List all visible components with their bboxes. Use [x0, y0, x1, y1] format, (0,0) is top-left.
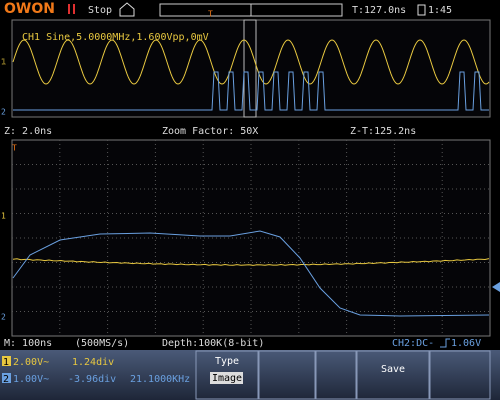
run-icon: [73, 4, 75, 14]
ch1-position: 1.24div: [72, 357, 114, 368]
ch1-scale: 2.00V~: [13, 357, 49, 368]
run-icon: [68, 4, 70, 14]
menu-item-empty[interactable]: [315, 350, 357, 400]
trigger-level-marker: [492, 282, 500, 292]
timebase: M: 100ns: [4, 338, 52, 349]
ch1-badge: [2, 356, 11, 366]
ch2-frequency: 21.1000KHz: [130, 374, 190, 385]
lock-icon: [417, 4, 426, 16]
ch2-marker: 2: [1, 108, 6, 117]
ch2-badge: [2, 373, 11, 383]
ch1-marker: 1: [1, 212, 6, 221]
ch2-zoom-wave: [13, 71, 489, 111]
type-value: Image: [212, 373, 242, 384]
run-state: Stop: [88, 5, 112, 16]
ch1-marker: 1: [1, 58, 6, 67]
menu-bar: [0, 350, 500, 400]
trigger-time: T:127.0ns: [352, 5, 406, 16]
ch1-id: 1: [3, 357, 9, 368]
depth: Depth:100K(8-bit): [162, 338, 264, 349]
zoom-offset: Z-T:125.2ns: [350, 126, 416, 137]
edge-icon: [440, 338, 450, 348]
menu-item-empty[interactable]: [429, 350, 491, 400]
menu-item-save[interactable]: [356, 350, 430, 400]
trigger-source: CH2:DC-: [392, 338, 434, 349]
main-panel: [11, 139, 491, 337]
type-label: Type: [215, 356, 239, 367]
type-value-box: [210, 372, 243, 384]
ch2-marker: 2: [1, 313, 6, 322]
save-button[interactable]: Save: [381, 364, 405, 375]
zoom-time: Z: 2.0ns: [4, 126, 52, 137]
zoom-factor: Zoom Factor: 50X: [162, 126, 258, 137]
brand: OWON: [4, 1, 55, 17]
zoom-window: [243, 19, 257, 118]
menu-item-empty[interactable]: [258, 350, 316, 400]
ch2-scale: 1.00V~: [13, 374, 49, 385]
memory-info: 1:45: [428, 5, 452, 16]
menu-item-type[interactable]: [195, 350, 259, 400]
zoom-panel: [11, 19, 491, 118]
ch2-id: 2: [3, 374, 9, 385]
trigger-marker: T: [208, 10, 213, 19]
ch2-main-wave: [12, 230, 490, 317]
trigger-level: 1.06V: [451, 338, 481, 349]
ch1-info: CH1 Sine,5.0000MHz,1.600Vpp,0mV: [22, 32, 209, 43]
ch1-zoom-wave: [12, 39, 490, 85]
home-icon: [119, 2, 135, 17]
sample-rate: (500MS/s): [75, 338, 129, 349]
ch2-position: -3.96div: [68, 374, 116, 385]
trigger-marker: T: [12, 144, 17, 153]
ch1-main-wave: [12, 258, 490, 266]
